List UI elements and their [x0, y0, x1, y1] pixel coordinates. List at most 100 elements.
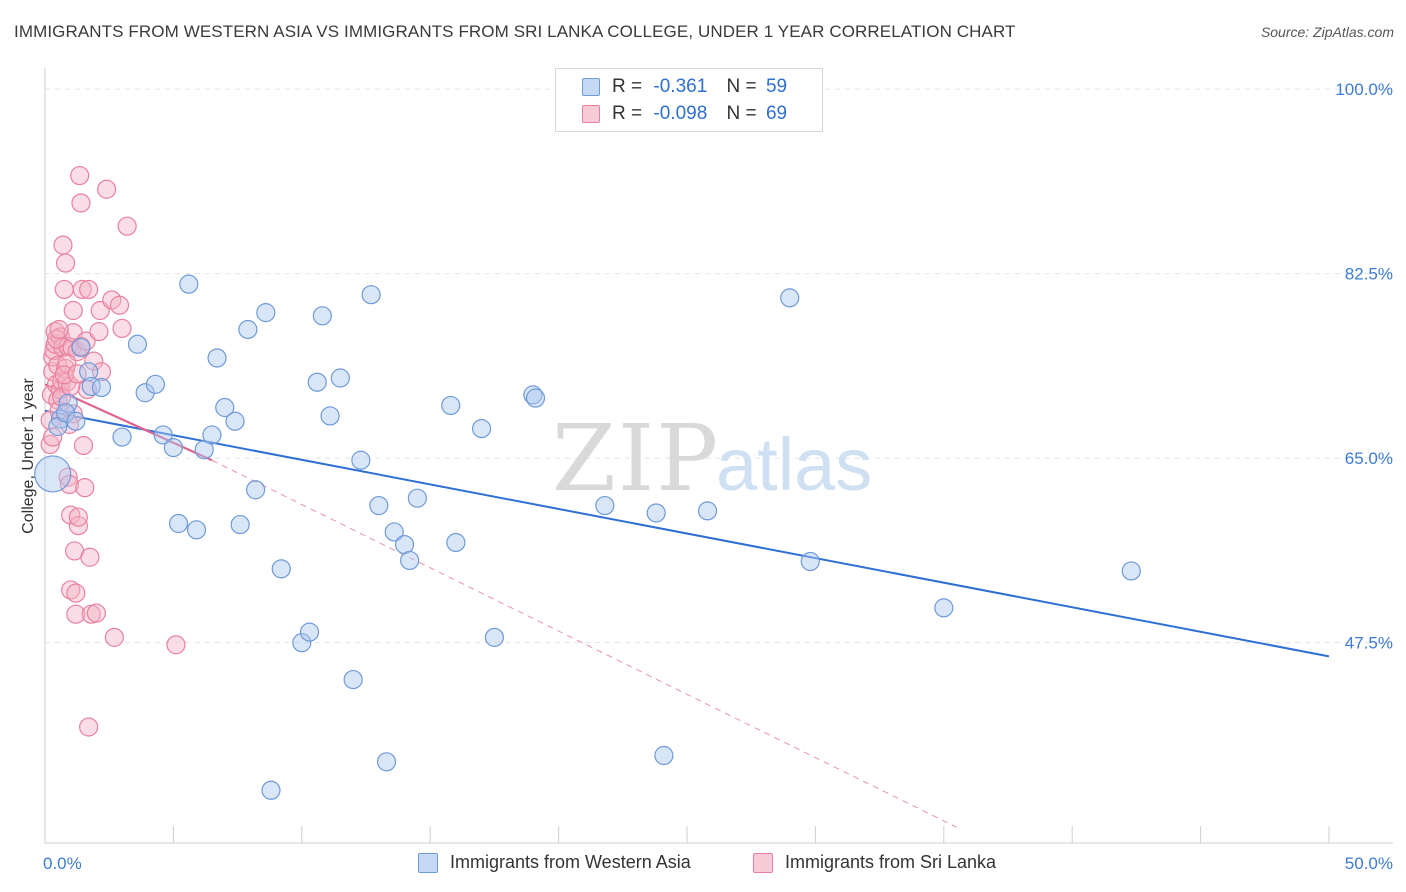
legend-n-label: N = — [726, 76, 757, 97]
western-asia-point — [215, 397, 235, 418]
sri-lanka-point — [86, 603, 106, 623]
western-asia-point — [168, 513, 189, 534]
trend-line-sri-lanka — [44, 383, 213, 462]
western-asia-points — [34, 274, 1141, 800]
western-asia-point — [697, 501, 718, 521]
bottom-legend-swatch-pink — [753, 853, 773, 873]
y-tick-label: 65.0% — [1345, 449, 1393, 468]
sri-lanka-point — [53, 235, 73, 255]
legend-r-label: R = — [612, 76, 643, 97]
sri-lanka-point — [58, 467, 78, 487]
sri-lanka-point — [61, 376, 81, 397]
western-asia-point — [934, 598, 954, 618]
sri-lanka-point — [54, 279, 74, 300]
trend-lines — [44, 383, 1330, 828]
legend-n-value: 59 — [765, 76, 788, 97]
sri-lanka-point — [61, 580, 81, 600]
western-asia-point — [81, 376, 101, 397]
sri-lanka-point — [89, 322, 109, 342]
sri-lanka-point — [109, 295, 130, 315]
western-asia-point — [207, 348, 227, 368]
western-asia-point — [179, 274, 199, 294]
sri-lanka-point — [63, 404, 83, 424]
legend-swatch-blue — [582, 78, 600, 96]
western-asia-point — [127, 334, 148, 354]
x-tick-label-max: 50.0% — [1345, 854, 1393, 873]
sri-lanka-point — [61, 505, 81, 525]
x-tick-label-min: 0.0% — [43, 854, 82, 873]
western-asia-point — [595, 495, 615, 516]
western-asia-point — [471, 419, 492, 439]
sri-lanka-point — [66, 604, 86, 624]
sri-lanka-point — [71, 193, 91, 213]
western-asia-point — [256, 303, 276, 323]
western-asia-point — [523, 385, 543, 405]
western-asia-point — [186, 520, 207, 540]
western-asia-point — [307, 372, 327, 392]
western-asia-point — [446, 532, 466, 553]
sri-lanka-point — [166, 635, 186, 655]
western-asia-point — [484, 627, 504, 647]
western-asia-point — [654, 745, 674, 766]
legend-r-value: -0.361 — [653, 76, 708, 97]
sri-lanka-point — [63, 300, 83, 321]
sri-lanka-point — [75, 478, 95, 498]
sri-lanka-point — [66, 583, 86, 603]
western-asia-point — [1121, 561, 1141, 581]
western-asia-point — [245, 480, 266, 500]
axes — [44, 68, 1393, 844]
sri-lanka-point — [104, 627, 124, 647]
western-asia-point — [441, 395, 461, 416]
sri-lanka-point — [76, 331, 96, 351]
sri-lanka-point — [73, 435, 94, 456]
sri-lanka-point — [68, 507, 88, 527]
western-asia-point — [145, 374, 166, 394]
sri-lanka-point — [80, 547, 100, 567]
western-asia-point — [343, 669, 363, 690]
sri-lanka-point — [112, 318, 132, 339]
western-asia-point — [407, 488, 427, 508]
western-asia-point — [230, 514, 250, 535]
sri-lanka-point — [40, 434, 60, 455]
western-asia-point — [384, 522, 404, 542]
sri-lanka-point — [49, 319, 69, 340]
trend-line-western-asia — [44, 409, 1330, 658]
western-asia-point — [369, 495, 389, 516]
sri-lanka-point — [84, 351, 104, 371]
source-credit: Source: ZipAtlas.com — [1260, 24, 1394, 40]
western-asia-point — [271, 559, 291, 579]
sri-lanka-point — [70, 165, 90, 186]
western-asia-point — [292, 633, 312, 653]
western-asia-point — [400, 550, 420, 571]
sri-lanka-point — [79, 279, 99, 300]
y-axis-label: College, Under 1 year — [20, 378, 37, 534]
watermark-zip: ZIP — [552, 405, 720, 512]
grid-lines — [45, 88, 1393, 644]
western-asia-point — [202, 425, 222, 445]
sri-lanka-point — [97, 179, 117, 199]
western-asia-point — [330, 368, 350, 388]
legend-r-label: R = — [612, 103, 643, 124]
western-asia-point — [194, 440, 214, 460]
western-asia-point — [299, 622, 320, 642]
sri-lanka-point — [79, 717, 99, 737]
sri-lanka-point — [55, 253, 76, 273]
western-asia-point — [525, 388, 546, 408]
sri-lanka-point — [59, 474, 79, 495]
western-asia-point — [225, 411, 245, 431]
western-asia-point — [163, 437, 183, 458]
western-asia-point — [79, 362, 99, 382]
y-tick-labels: 47.5% 65.0% 82.5% 100.0% — [1335, 80, 1393, 653]
legend-n-label: N = — [726, 103, 757, 124]
western-asia-point — [91, 377, 112, 398]
stats-legend: R = -0.361 N = 59 R = -0.098 N = 69 — [555, 68, 823, 132]
western-asia-point — [112, 427, 132, 447]
x-ticks — [44, 826, 1330, 843]
western-asia-point — [351, 450, 371, 470]
y-tick-label: 100.0% — [1335, 80, 1393, 99]
legend-swatch-pink — [582, 105, 600, 123]
watermark: ZIP atlas — [552, 405, 872, 512]
western-asia-point — [66, 411, 86, 431]
western-asia-point — [780, 288, 800, 308]
western-asia-point — [312, 306, 332, 326]
